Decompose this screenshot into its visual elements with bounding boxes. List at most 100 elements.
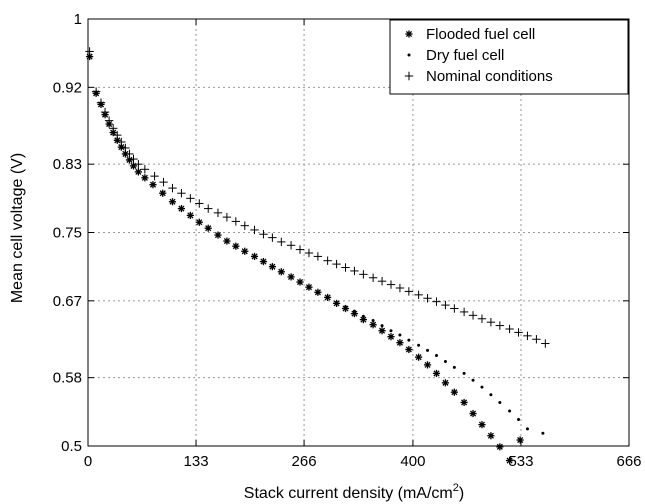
data-point (407, 338, 411, 342)
data-point (129, 154, 138, 164)
series-plus (85, 47, 550, 348)
data-point (225, 239, 229, 243)
y-tick-label: 0.5 (61, 438, 82, 455)
data-point (151, 183, 155, 187)
data-point (369, 321, 377, 329)
x-axis-label-close: ) (459, 485, 464, 502)
data-point (487, 432, 495, 440)
data-point (131, 164, 135, 168)
legend-entry-label: Nominal conditions (426, 68, 553, 85)
data-point (396, 339, 404, 347)
data-point (417, 343, 421, 347)
y-tick-label: 0.92 (53, 79, 82, 96)
data-point (140, 165, 150, 174)
data-point (323, 256, 332, 265)
data-point (121, 143, 130, 153)
data-point (213, 208, 223, 218)
data-point (459, 307, 469, 317)
data-point (195, 199, 204, 208)
data-point (477, 314, 487, 323)
data-point (100, 107, 110, 117)
data-point (268, 233, 277, 242)
data-point (525, 427, 529, 431)
x-tick-label: 533 (508, 453, 533, 470)
data-point (326, 295, 330, 299)
data-point (108, 124, 118, 133)
data-point (486, 317, 496, 327)
data-point (332, 259, 341, 269)
data-point (341, 263, 350, 272)
data-point (168, 183, 177, 193)
data-point (96, 98, 106, 107)
data-point (197, 220, 201, 224)
data-point (434, 353, 438, 357)
y-axis-label: Mean cell voltage (V) (9, 153, 26, 303)
data-point (426, 348, 430, 352)
data-point (136, 170, 140, 174)
data-point (222, 212, 232, 222)
data-point (423, 294, 432, 303)
data-point (117, 137, 126, 147)
data-point (261, 260, 265, 264)
x-tick-label: 666 (616, 453, 641, 470)
data-point (186, 194, 195, 203)
data-point (462, 371, 466, 375)
data-point (216, 233, 220, 237)
data-point (91, 87, 101, 96)
data-point (159, 177, 168, 187)
data-point (404, 287, 414, 296)
data-point (398, 333, 402, 337)
data-point (541, 339, 550, 348)
y-tick-label: 0.67 (53, 293, 82, 310)
data-point (88, 55, 92, 59)
data-point (286, 241, 296, 250)
data-point (532, 335, 541, 344)
data-point (206, 226, 210, 230)
data-point (489, 393, 493, 397)
data-point (480, 385, 484, 389)
series-dot (88, 55, 545, 435)
data-point (361, 314, 365, 318)
data-point (104, 116, 114, 125)
legend-marker (404, 71, 414, 81)
data-point (295, 245, 305, 254)
legend-marker (405, 30, 413, 38)
data-point (469, 409, 477, 418)
data-point (508, 409, 512, 413)
legend-entry-label: Dry fuel cell (426, 47, 504, 64)
data-point (523, 331, 532, 341)
data-point (441, 379, 450, 387)
data-point (386, 280, 396, 289)
data-point (161, 191, 165, 195)
data-point (414, 290, 423, 300)
data-point (450, 304, 459, 313)
data-point (289, 275, 293, 279)
data-point (125, 149, 134, 159)
data-point (270, 265, 274, 269)
y-tick-label: 0.75 (53, 225, 82, 242)
data-point (253, 254, 257, 258)
data-point (170, 200, 174, 204)
data-point (143, 176, 147, 180)
data-point (177, 189, 186, 198)
data-point (377, 276, 387, 286)
data-point (441, 300, 450, 310)
legend: Flooded fuel cell Dry fuel cell Nominal co… (389, 19, 629, 95)
data-point (505, 324, 514, 334)
data-point (432, 369, 441, 378)
data-point (277, 237, 286, 247)
data-point (231, 217, 241, 226)
data-point (443, 359, 447, 363)
data-point (85, 47, 94, 56)
axis-ticks: 0 133 266 400 533 666 0.5 0.58 0.67 0.75 0.83 0.92 1 (53, 11, 642, 470)
data-point (415, 353, 423, 361)
data-point (240, 221, 249, 230)
data-point (279, 270, 283, 274)
data-point (460, 398, 468, 407)
x-tick-label: 400 (400, 453, 425, 470)
data-point (495, 321, 505, 330)
data-point (243, 249, 247, 253)
x-axis-label-superscript: 2 (453, 482, 459, 494)
data-point (307, 285, 311, 289)
